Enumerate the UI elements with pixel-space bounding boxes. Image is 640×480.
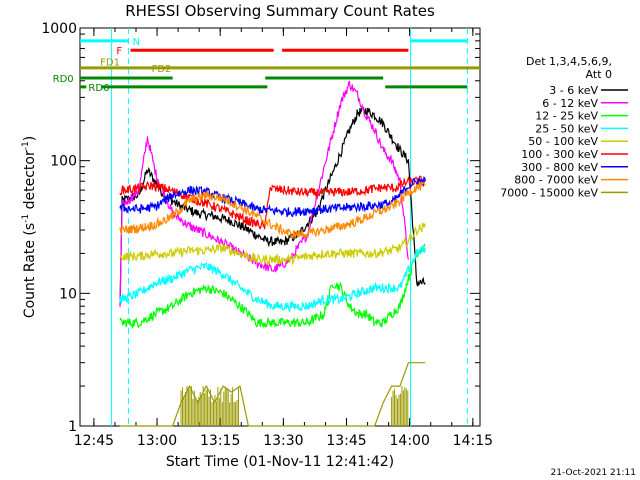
y-tick-label: 1 (68, 419, 77, 435)
x-tick-label: 13:15 (200, 433, 240, 449)
legend-entry-label: 300 - 800 keV (521, 161, 598, 174)
flag-label-f: F (116, 46, 122, 57)
series-line-1 (119, 80, 409, 307)
y-axis-label-main: Count Rate (s (22, 223, 38, 318)
legend-entry-label: 3 - 6 keV (549, 84, 598, 97)
flag-label-rd0: RD0 (53, 74, 74, 85)
x-tick-label: 13:30 (263, 433, 303, 449)
legend-entry-label: 100 - 300 keV (521, 148, 598, 161)
x-tick-label: 13:00 (137, 433, 177, 449)
chart-title: RHESSI Observing Summary Count Rates (125, 2, 435, 20)
flag-label-rd6: RD6 (88, 83, 109, 94)
series-line-6 (119, 176, 426, 218)
y-tick-label: 1000 (41, 21, 77, 37)
series-line-8 (120, 362, 426, 427)
x-tick-label: 13:45 (326, 433, 366, 449)
footer-timestamp: 21-Oct-2021 21:11 (551, 468, 636, 478)
y-axis-label-tail: detector (22, 150, 38, 214)
legend-header-line: Att 0 (586, 68, 612, 81)
y-tick-label: 100 (50, 154, 77, 170)
series-layer (119, 80, 426, 427)
legend-entry-label: 50 - 100 keV (528, 135, 598, 148)
flag-label-n: N (133, 37, 140, 48)
series-line-7 (119, 181, 426, 239)
flag-label-fd2: FD2 (152, 64, 172, 75)
vertical-lines (111, 28, 468, 426)
series-line-3 (119, 245, 426, 313)
series-line-5 (119, 175, 426, 230)
y-axis-label: Count Rate (s-1 detector-1) (21, 136, 38, 318)
legend-entry-label: 7000 - 15000 keV (500, 186, 598, 199)
x-tick-label: 12:45 (74, 433, 114, 449)
y-axis-label-sup2: -1 (21, 141, 31, 150)
y-tick-label: 10 (59, 286, 77, 302)
legend-header-line: Det 1,3,4,5,6,9, (526, 55, 612, 68)
series-line-4 (119, 222, 426, 266)
y-axis-label-sup: -1 (21, 214, 31, 223)
axis-layer: 12:45 13:00 13:15 13:30 13:45 14:00 14:15 1 10 10… (41, 21, 493, 449)
legend-entry-label: 6 - 12 keV (542, 97, 598, 110)
legend-entry-label: 800 - 7000 keV (514, 174, 598, 187)
legend-entry-label: 25 - 50 keV (535, 122, 598, 135)
x-tick-label: 14:00 (390, 433, 430, 449)
y-axis-label-end: ) (22, 136, 38, 141)
series-line-2 (119, 243, 426, 329)
x-tick-label: 14:15 (453, 433, 493, 449)
x-axis-label: Start Time (01-Nov-11 12:41:42) (166, 454, 394, 470)
flag-label-fd1: FD1 (100, 57, 120, 68)
legend-entry-label: 12 - 25 keV (535, 110, 598, 123)
